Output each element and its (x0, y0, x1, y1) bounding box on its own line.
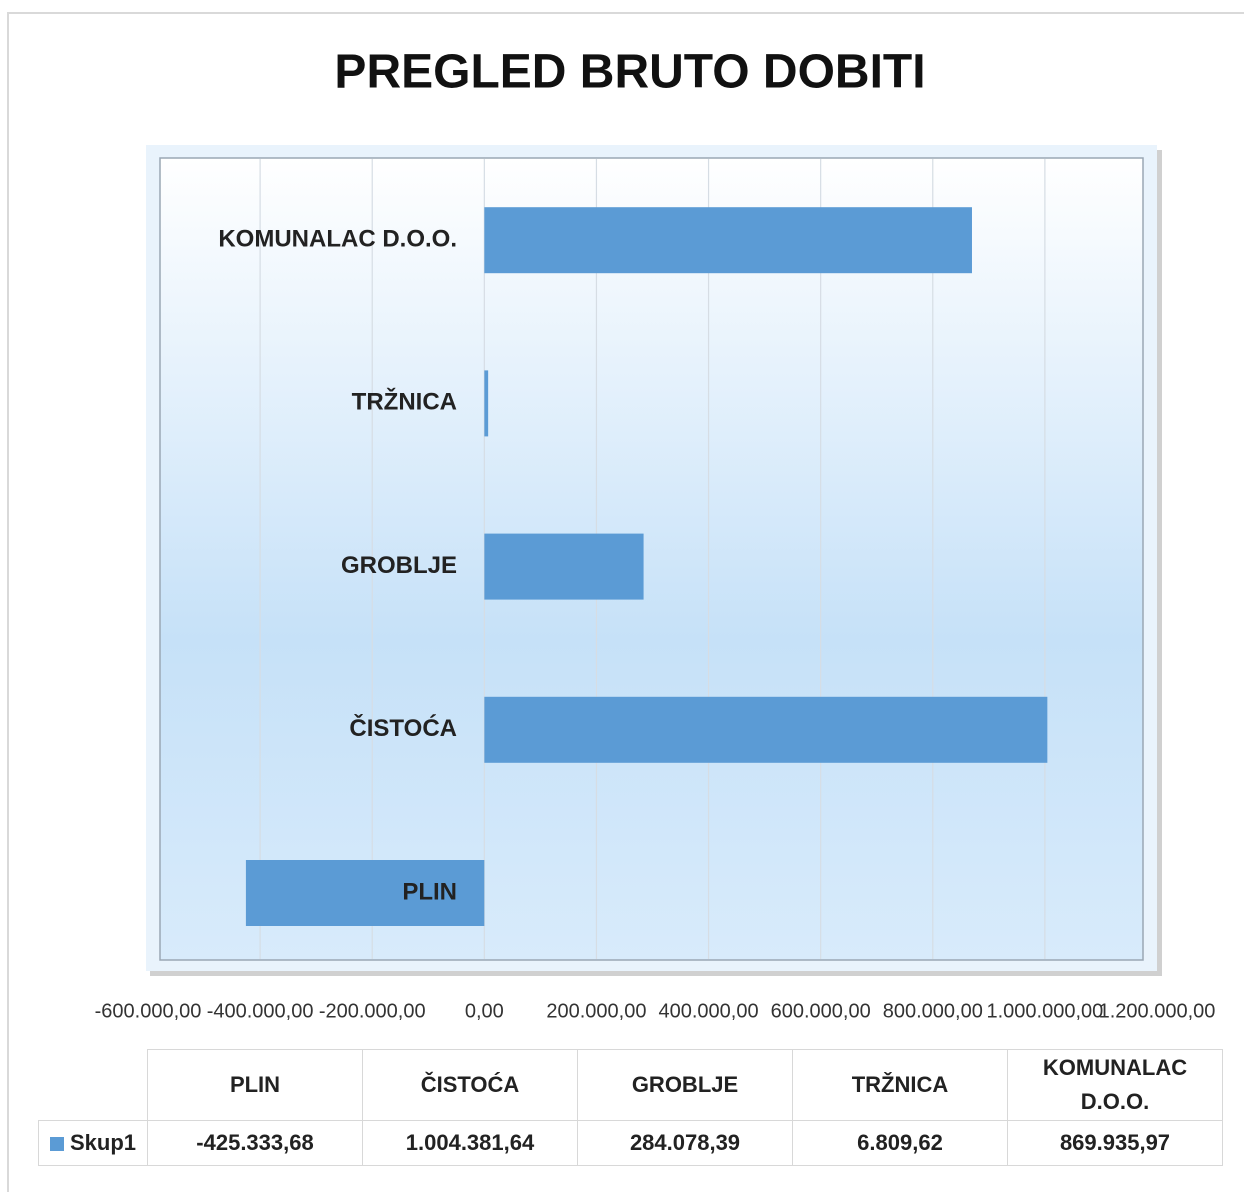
category-label: TRŽNICA (352, 388, 457, 416)
plot-area (159, 157, 1144, 961)
x-tick-label: 200.000,00 (546, 1000, 646, 1022)
bar (484, 696, 1048, 763)
bar (484, 207, 972, 274)
bar (245, 860, 485, 926)
table-value: -425.333,68 (147, 1120, 363, 1166)
data-table: PLIN ČISTOĆA GROBLJE TRŽNICA KOMUNALAC D.O.O… (38, 1049, 1223, 1166)
legend-cell: Skup1 (38, 1120, 148, 1166)
x-tick-label: 400.000,00 (659, 1000, 759, 1022)
category-label: PLIN (402, 878, 457, 905)
table-header: TRŽNICA (792, 1049, 1008, 1121)
x-tick-label: 1.200.000,00 (1099, 1000, 1216, 1022)
table-header: KOMUNALAC D.O.O. (1007, 1049, 1223, 1121)
x-tick-label: 0,00 (465, 1000, 504, 1022)
x-tick-label: 1.000.000,00 (986, 1000, 1103, 1022)
x-tick-label: -600.000,00 (95, 1000, 202, 1022)
x-tick-label: 800.000,00 (883, 1000, 983, 1022)
table-header: ČISTOĆA (362, 1049, 578, 1121)
x-tick-label: -400.000,00 (207, 1000, 314, 1022)
table-header: GROBLJE (577, 1049, 793, 1121)
table-header: PLIN (147, 1049, 363, 1121)
bar (484, 370, 489, 437)
category-label: ČISTOĆA (349, 714, 457, 742)
category-label: KOMUNALAC D.O.O. (218, 226, 457, 253)
x-tick-label: -200.000,00 (319, 1000, 426, 1022)
legend-key (49, 1137, 64, 1152)
legend-label: Skup1 (69, 1130, 137, 1155)
category-label: GROBLJE (341, 552, 457, 579)
bar (484, 533, 644, 600)
table-value: 869.935,97 (1007, 1120, 1223, 1166)
table-value: 284.078,39 (577, 1120, 793, 1166)
chart-border (7, 12, 1244, 1192)
corner-cell (38, 1049, 148, 1121)
table-value: 6.809,62 (792, 1120, 1008, 1166)
chart-title: PREGLED BRUTO DOBITI (334, 46, 925, 99)
table-value: 1.004.381,64 (362, 1120, 578, 1166)
x-tick-label: 600.000,00 (771, 1000, 871, 1022)
